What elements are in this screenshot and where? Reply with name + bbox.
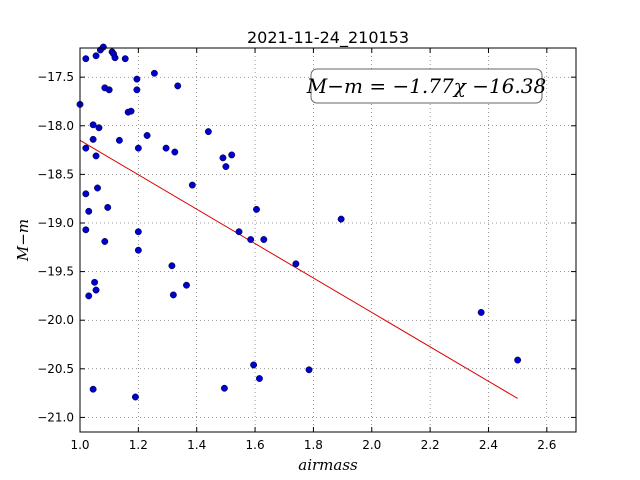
- y-axis-label: M−m: [14, 219, 32, 262]
- data-point: [101, 238, 109, 245]
- data-point: [292, 260, 300, 268]
- data-point: [219, 154, 227, 162]
- data-point: [105, 86, 113, 94]
- data-point: [89, 121, 97, 129]
- data-point: [162, 144, 170, 152]
- data-point: [92, 52, 100, 60]
- equation-text: M−m = −1.77χ −16.38: [306, 74, 546, 98]
- data-point: [134, 144, 142, 152]
- data-point: [82, 144, 90, 152]
- x-tick-label: 1.4: [187, 438, 206, 452]
- x-tick-label: 1.0: [70, 438, 89, 452]
- data-point: [174, 82, 182, 90]
- x-tick-label: 2.0: [362, 438, 381, 452]
- data-point: [222, 163, 230, 171]
- data-point: [171, 148, 179, 156]
- data-point: [235, 228, 243, 236]
- data-point: [89, 135, 97, 143]
- data-point: [260, 236, 268, 243]
- data-point: [305, 366, 313, 374]
- y-tick-label: −21.0: [37, 410, 74, 424]
- data-point: [143, 132, 151, 139]
- data-point: [95, 124, 103, 132]
- data-point: [134, 246, 142, 254]
- y-tick-label: −19.5: [37, 265, 74, 279]
- chart-title: 2021-11-24_210153: [247, 28, 409, 48]
- data-point: [104, 203, 112, 211]
- fit-line: [79, 139, 518, 399]
- data-point: [253, 205, 260, 213]
- data-point: [85, 292, 93, 300]
- data-point: [92, 286, 100, 294]
- data-point: [247, 236, 255, 243]
- equation-annotation: M−m = −1.77χ −16.38: [306, 68, 546, 104]
- data-point: [134, 228, 142, 236]
- data-point: [92, 152, 100, 160]
- data-point: [99, 43, 107, 51]
- x-tick-label: 2.6: [537, 438, 556, 452]
- ticks-layer: 1.0 1.2 1.4 1.6 1.8 2.0 2.2 2.4 2.6 −17.5 −18.0 −18…: [37, 48, 576, 452]
- data-point: [82, 226, 90, 234]
- points-layer: [76, 43, 522, 401]
- data-point: [111, 54, 119, 62]
- data-point: [204, 128, 212, 136]
- data-point: [91, 278, 99, 286]
- data-point: [169, 291, 177, 299]
- data-point: [133, 86, 141, 94]
- data-point: [121, 55, 129, 63]
- data-point: [337, 215, 345, 223]
- data-point: [127, 107, 135, 115]
- data-point: [150, 69, 158, 77]
- y-tick-label: −18.0: [37, 119, 74, 133]
- data-point: [255, 375, 263, 382]
- x-tick-label: 2.2: [421, 438, 440, 452]
- data-point: [188, 181, 196, 189]
- data-point: [82, 55, 90, 63]
- y-tick-label: −19.0: [37, 216, 74, 230]
- data-point: [133, 75, 141, 83]
- data-point: [115, 136, 123, 144]
- x-tick-label: 1.8: [304, 438, 323, 452]
- data-point: [89, 385, 97, 393]
- data-point: [85, 207, 93, 215]
- data-point: [514, 356, 522, 364]
- data-point: [94, 184, 101, 192]
- data-point: [228, 151, 236, 159]
- x-tick-label: 1.6: [246, 438, 265, 452]
- y-tick-label: −17.5: [37, 70, 74, 84]
- data-point: [250, 361, 258, 369]
- equation-box: [310, 68, 543, 104]
- data-point: [131, 393, 139, 401]
- data-point: [183, 281, 190, 289]
- data-point: [168, 262, 176, 270]
- data-point: [82, 190, 90, 198]
- fit-layer: [79, 139, 518, 399]
- data-point: [477, 308, 485, 316]
- data-point: [220, 384, 228, 392]
- plot-frame: [79, 47, 577, 433]
- grid-layer: [79, 48, 576, 432]
- y-tick-label: −20.0: [37, 313, 74, 327]
- x-tick-label: 2.4: [479, 438, 498, 452]
- x-tick-label: 1.2: [129, 438, 148, 452]
- y-tick-label: −20.5: [37, 362, 74, 376]
- y-tick-label: −18.5: [37, 167, 74, 181]
- x-axis-label: airmass: [298, 456, 358, 474]
